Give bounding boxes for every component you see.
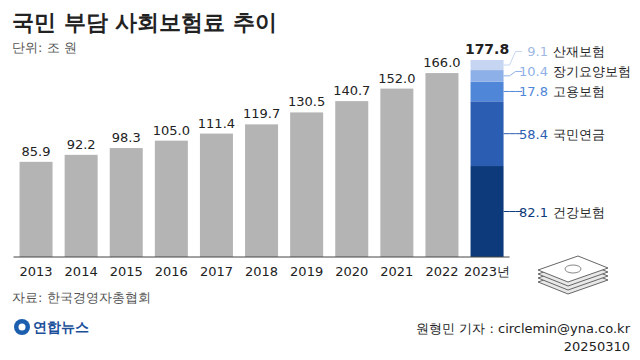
bar [380, 89, 413, 257]
bar [471, 70, 504, 82]
logo-mark [19, 324, 26, 331]
chart: 국민 부담 사회보험료 추이단위: 조 원 85.9 92.2 98.3 105.0 11… [0, 0, 640, 360]
bars [20, 60, 504, 257]
bar [65, 155, 98, 257]
x-tick-label: 2023년 [464, 264, 510, 279]
legend-entry: 고용보험 [553, 84, 605, 99]
background [0, 0, 640, 360]
data-label: 9.1 [527, 44, 548, 59]
legend-entry: 산재보험 [553, 44, 605, 59]
x-tick-label: 2014 [65, 264, 98, 279]
bar [245, 124, 278, 257]
data-label: 58.4 [519, 127, 548, 142]
annotation: 177.8 [465, 41, 509, 57]
labels: 85.9 92.2 98.3 105.0 111.4 119.7 130.5 140.7 152… [22, 41, 631, 220]
x-tick-label: 2018 [245, 264, 278, 279]
bar [20, 162, 53, 257]
x-tick-label: 2017 [200, 264, 233, 279]
legend-entry: 건강보험 [553, 205, 605, 220]
bar [335, 101, 368, 257]
bar [425, 73, 458, 257]
x-tick-label: 2016 [155, 264, 188, 279]
data-label: 119.7 [243, 106, 280, 121]
legend-entry: 국민연금 [553, 127, 605, 142]
x-tick-label: 2013 [20, 264, 53, 279]
data-label: 85.9 [22, 144, 51, 159]
bar [471, 60, 504, 70]
x-tick-label: 2022 [425, 264, 458, 279]
x-tick-label: 2021 [380, 264, 413, 279]
bar [471, 101, 504, 166]
bill [538, 256, 608, 282]
bar [110, 148, 143, 257]
bill-mark [565, 265, 581, 273]
legend-entry: 장기요양보험 [553, 64, 631, 79]
logo: 연합뉴스 [33, 319, 89, 335]
credit: 원형민 기자 : circlemin@yna.co.kr [416, 321, 630, 336]
y-axis-range [13, 46, 14, 257]
x-tick-label: 2020 [335, 264, 368, 279]
data-label: 111.4 [198, 116, 235, 131]
source: 자료: 한국경영자총협회 [12, 290, 151, 305]
bar [200, 134, 233, 257]
x-axis [14, 257, 510, 258]
data-label: 130.5 [288, 94, 325, 109]
date: 20250310 [564, 339, 630, 354]
data-label: 17.8 [519, 84, 548, 99]
data-label: 105.0 [153, 123, 190, 138]
data-label: 166.0 [423, 55, 460, 70]
data-label: 98.3 [112, 130, 141, 145]
bar [155, 141, 188, 257]
data-label: 140.7 [333, 83, 370, 98]
money-icon [538, 256, 608, 294]
bar [471, 82, 504, 102]
title: 국민 부담 사회보험료 추이 [12, 10, 277, 35]
bar [290, 112, 323, 257]
bar [471, 166, 504, 257]
data-label: 82.1 [519, 205, 548, 220]
x-tick-label: 2019 [290, 264, 323, 279]
data-label: 92.2 [67, 137, 96, 152]
subtitle: 단위: 조 원 [12, 40, 77, 55]
x-tick-label: 2015 [110, 264, 143, 279]
data-label: 10.4 [519, 64, 548, 79]
data-label: 152.0 [378, 71, 415, 86]
logo-mark [14, 319, 30, 335]
